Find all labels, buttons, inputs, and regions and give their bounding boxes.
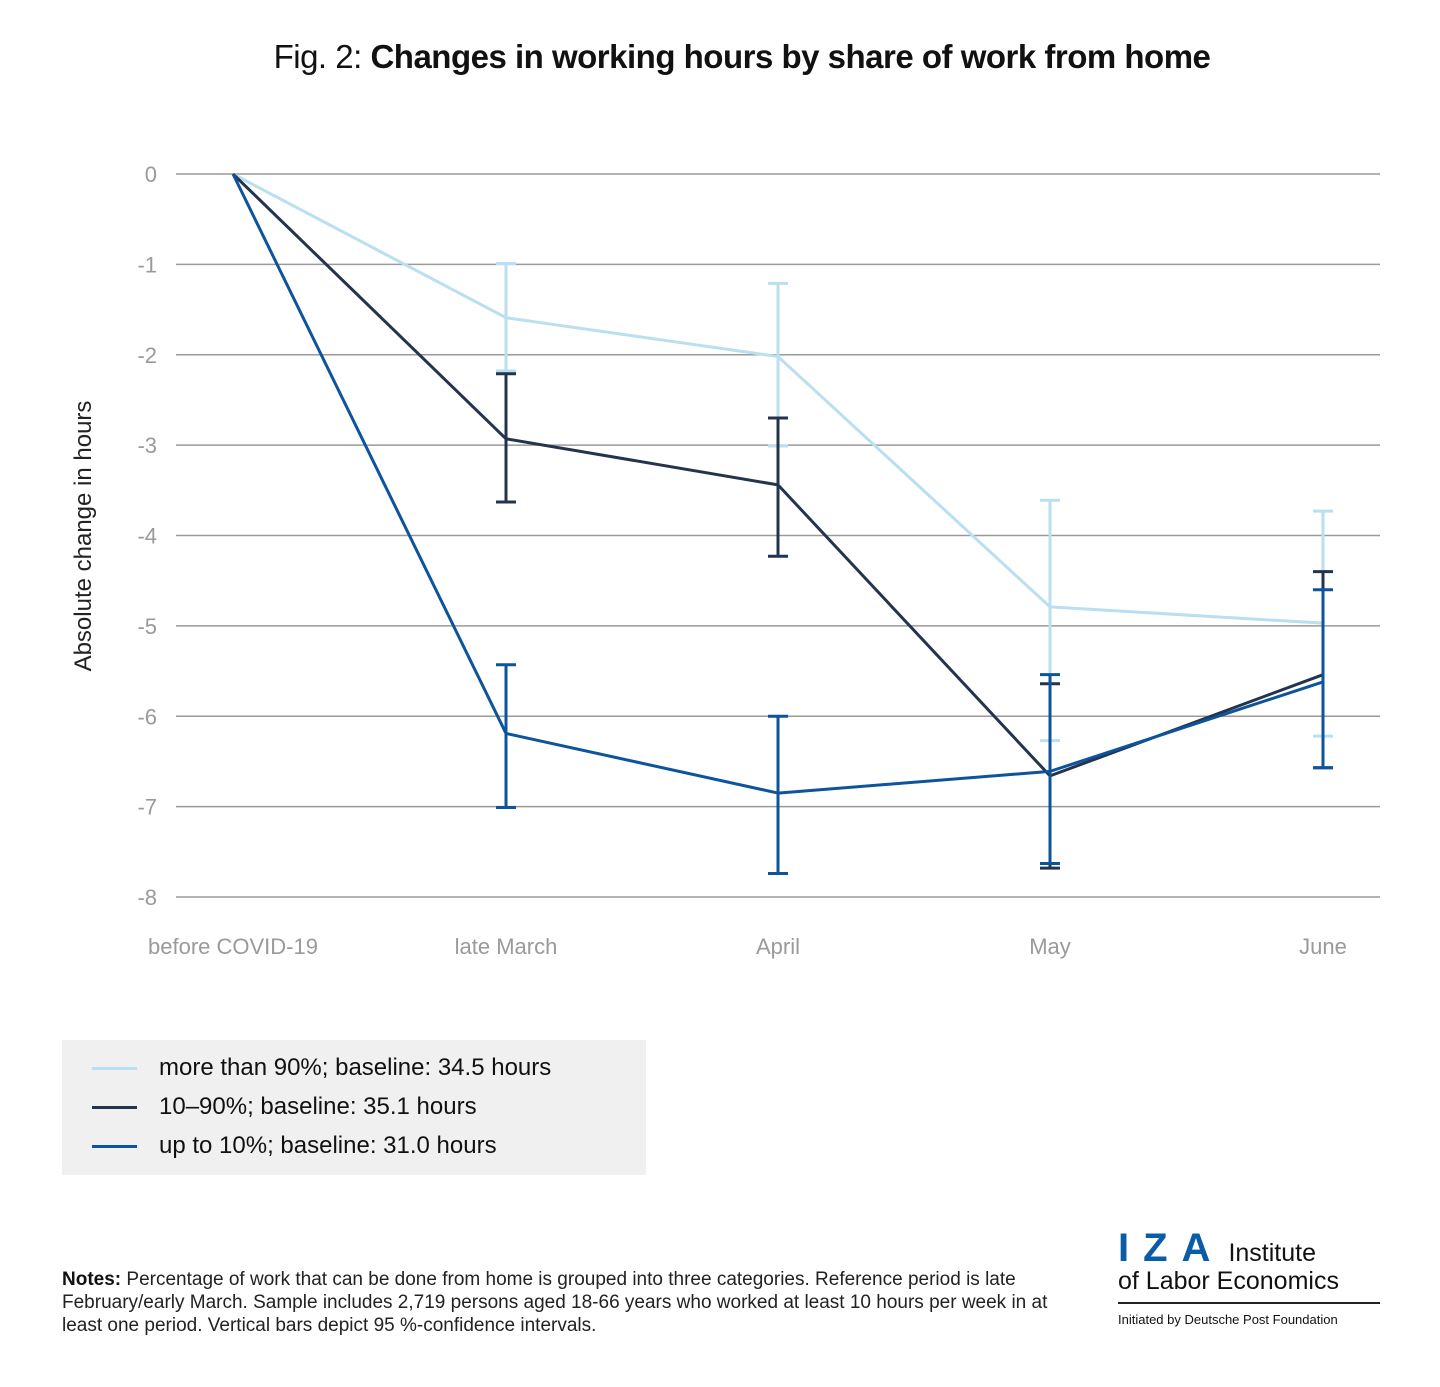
legend-item: up to 10%; baseline: 31.0 hours — [92, 1131, 497, 1161]
legend-item: more than 90%; baseline: 34.5 hours — [92, 1053, 551, 1083]
series-line — [232, 172, 1324, 625]
y-tick-label: -4 — [137, 524, 157, 549]
x-tick-label: late March — [455, 934, 558, 959]
figure-title: Changes in working hours by share of wor… — [370, 38, 1211, 75]
figure-number: Fig. 2: — [273, 38, 371, 75]
logo-line1: Institute — [1228, 1239, 1316, 1267]
x-tick-label: before COVID-19 — [148, 934, 318, 959]
y-tick-label: -2 — [137, 343, 157, 368]
x-tick-label: June — [1299, 934, 1347, 959]
series-0 — [232, 172, 1333, 743]
series-lines — [231, 172, 1333, 876]
y-tick-label: -6 — [137, 704, 157, 729]
notes-label: Notes: — [62, 1269, 122, 1290]
y-axis-label: Absolute change in hours — [70, 400, 97, 672]
y-tick-label: -3 — [137, 433, 157, 458]
legend-swatch-light — [92, 1066, 137, 1070]
notes: Notes: Percentage of work that can be do… — [62, 1268, 1062, 1337]
y-axis-ticks: 0 -1 -2 -3 -4 -5 -6 -7 -8 — [137, 162, 157, 910]
series-1 — [231, 172, 1333, 870]
y-tick-label: 0 — [145, 162, 157, 187]
chart-title: Fig. 2: Changes in working hours by shar… — [0, 38, 1440, 76]
notes-text: Percentage of work that can be done from… — [62, 1269, 1048, 1336]
legend-swatch-dark — [92, 1105, 137, 1109]
logo-divider — [1118, 1302, 1380, 1304]
y-tick-label: -1 — [137, 252, 157, 277]
y-tick-label: -5 — [137, 614, 157, 639]
series-2 — [231, 173, 1333, 876]
x-tick-label: May — [1029, 934, 1071, 959]
legend-item: 10–90%; baseline: 35.1 hours — [92, 1092, 477, 1122]
legend-swatch-blue — [92, 1144, 137, 1148]
legend-label: 10–90%; baseline: 35.1 hours — [159, 1093, 477, 1120]
legend-label: more than 90%; baseline: 34.5 hours — [159, 1054, 552, 1081]
legend: more than 90%; baseline: 34.5 hours 10–9… — [62, 1040, 646, 1175]
legend-label: up to 10%; baseline: 31.0 hours — [159, 1132, 497, 1159]
x-tick-label: April — [756, 934, 800, 959]
series-line — [231, 173, 1324, 795]
logo-line2: of Labor Economics — [1118, 1267, 1339, 1295]
logo-mark: IZA — [1118, 1226, 1225, 1270]
y-tick-label: -8 — [137, 885, 157, 910]
y-tick-label: -7 — [137, 795, 157, 820]
x-axis-ticks: before COVID-19 late March April May June — [148, 934, 1347, 959]
line-chart: 0 -1 -2 -3 -4 -5 -6 -7 -8 before COVID-19 late Ma… — [137, 162, 1380, 959]
logo-tagline: Initiated by Deutsche Post Foundation — [1118, 1312, 1338, 1327]
iza-logo: IZA Institute of Labor Economics Initiat… — [1118, 1226, 1380, 1327]
